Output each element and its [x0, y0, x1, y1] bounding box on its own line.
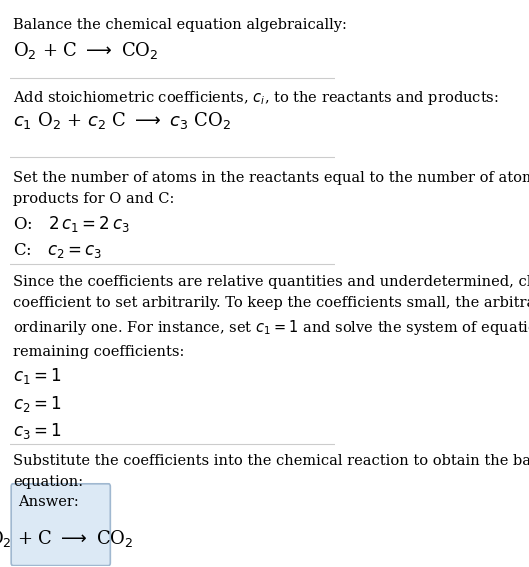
- Text: Add stoichiometric coefficients, $c_i$, to the reactants and products:: Add stoichiometric coefficients, $c_i$, …: [13, 89, 499, 107]
- Text: Set the number of atoms in the reactants equal to the number of atoms in the: Set the number of atoms in the reactants…: [13, 171, 529, 185]
- Text: remaining coefficients:: remaining coefficients:: [13, 345, 184, 359]
- Text: Answer:: Answer:: [17, 495, 78, 509]
- Text: O:   $2\,c_1 = 2\,c_3$: O: $2\,c_1 = 2\,c_3$: [13, 214, 130, 234]
- Text: $c_1$ O$_2$ + $c_2$ C $\longrightarrow$ $c_3$ CO$_2$: $c_1$ O$_2$ + $c_2$ C $\longrightarrow$ …: [13, 111, 231, 132]
- Text: coefficient to set arbitrarily. To keep the coefficients small, the arbitrary va: coefficient to set arbitrarily. To keep …: [13, 297, 529, 311]
- Text: Since the coefficients are relative quantities and underdetermined, choose a: Since the coefficients are relative quan…: [13, 275, 529, 289]
- FancyBboxPatch shape: [11, 484, 111, 566]
- Text: Balance the chemical equation algebraically:: Balance the chemical equation algebraica…: [13, 18, 346, 32]
- Text: products for O and C:: products for O and C:: [13, 192, 174, 206]
- Text: $c_3 = 1$: $c_3 = 1$: [13, 421, 61, 441]
- Text: $c_2 = 1$: $c_2 = 1$: [13, 393, 61, 413]
- Text: O$_2$ + C $\longrightarrow$ CO$_2$: O$_2$ + C $\longrightarrow$ CO$_2$: [13, 40, 158, 61]
- Text: Substitute the coefficients into the chemical reaction to obtain the balanced: Substitute the coefficients into the che…: [13, 454, 529, 468]
- Text: C:   $c_2 = c_3$: C: $c_2 = c_3$: [13, 240, 102, 260]
- Text: ordinarily one. For instance, set $c_1 = 1$ and solve the system of equations fo: ordinarily one. For instance, set $c_1 =…: [13, 318, 529, 337]
- Text: equation:: equation:: [13, 475, 83, 489]
- Text: O$_2$ + C $\longrightarrow$ CO$_2$: O$_2$ + C $\longrightarrow$ CO$_2$: [0, 528, 133, 549]
- Text: $c_1 = 1$: $c_1 = 1$: [13, 366, 61, 387]
